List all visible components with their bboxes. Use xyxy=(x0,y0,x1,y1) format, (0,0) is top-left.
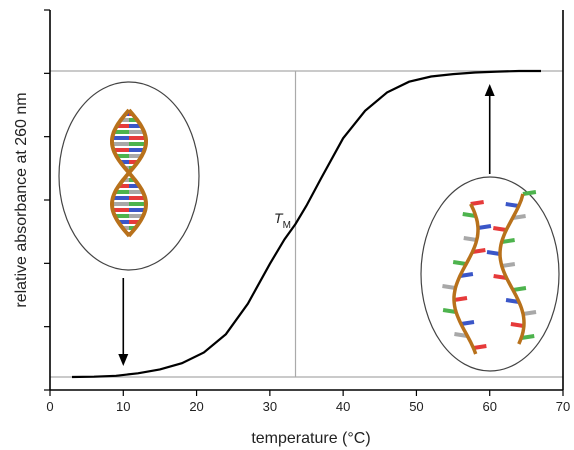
up-arrowhead xyxy=(484,84,495,96)
unpaired-base xyxy=(512,286,527,292)
axes: 0 10 20 30 40 50 60 70 xyxy=(44,9,570,414)
tm-symbol: T xyxy=(274,210,284,226)
x-tick-label: 60 xyxy=(482,399,496,414)
single-strand-backbone xyxy=(498,193,526,345)
unpaired-base xyxy=(459,272,474,278)
unpaired-base xyxy=(472,248,486,254)
melting-curve xyxy=(71,69,541,379)
unpaired-base xyxy=(512,214,526,220)
unpaired-base xyxy=(453,296,468,302)
double-helix-illustration xyxy=(58,81,200,271)
tm-annotation: TM xyxy=(274,210,291,231)
illustrations xyxy=(58,81,560,372)
y-axis-title: relative absorbance at 260 nm xyxy=(13,92,30,307)
unpaired-base xyxy=(460,320,475,326)
x-tick-label: 50 xyxy=(409,399,423,414)
unpaired-base xyxy=(442,284,456,290)
unpaired-base xyxy=(501,238,515,244)
x-tick-label: 10 xyxy=(116,399,130,414)
unpaired-base xyxy=(493,274,507,280)
x-tick-label: 20 xyxy=(189,399,203,414)
unpaired-base xyxy=(462,212,477,218)
unpaired-base xyxy=(452,260,467,266)
unpaired-base xyxy=(492,226,507,232)
unpaired-base xyxy=(470,200,484,206)
unpaired-base xyxy=(505,202,520,208)
unpaired-base xyxy=(473,344,487,350)
x-axis-title: temperature (°C) xyxy=(251,430,370,447)
unpaired-base xyxy=(522,190,537,196)
x-tick-label: 0 xyxy=(46,399,53,414)
x-tick-label: 40 xyxy=(336,399,350,414)
single-strands-illustration xyxy=(420,176,560,372)
unpaired-base xyxy=(486,250,501,256)
backbone-strand xyxy=(110,108,149,238)
unpaired-base xyxy=(442,308,457,314)
tm-subscript: M xyxy=(283,220,291,231)
x-tick-label: 70 xyxy=(556,399,570,414)
unpaired-base xyxy=(522,310,537,316)
unpaired-base xyxy=(477,224,492,230)
unpaired-base xyxy=(505,298,520,304)
unpaired-base xyxy=(520,334,535,340)
x-tick-label: 30 xyxy=(263,399,277,414)
unpaired-base xyxy=(510,322,525,328)
series-line xyxy=(71,69,541,379)
strands-ellipse xyxy=(420,176,560,372)
down-arrowhead xyxy=(118,354,129,366)
unpaired-base xyxy=(454,332,468,338)
unpaired-base xyxy=(501,262,516,268)
single-strand-backbone xyxy=(452,203,480,355)
unpaired-base xyxy=(463,236,478,242)
